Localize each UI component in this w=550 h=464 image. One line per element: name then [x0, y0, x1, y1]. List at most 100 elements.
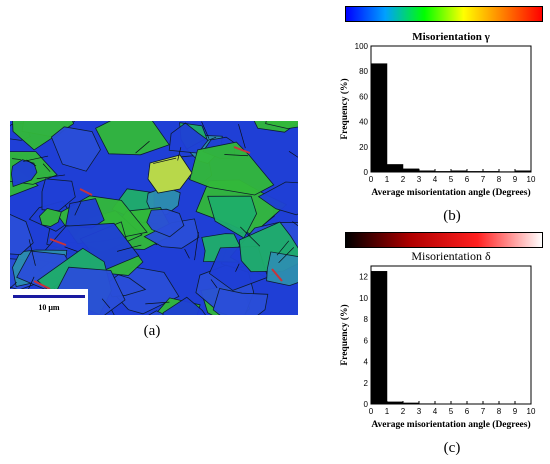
grain: [39, 207, 62, 227]
grain: [257, 181, 298, 216]
y-tick-label: 60: [359, 92, 368, 101]
grain-boundary: [224, 154, 249, 157]
scale-bar-background: [10, 289, 88, 315]
grain-boundary: [240, 226, 261, 247]
grain: [207, 195, 258, 239]
x-tick-label: 4: [433, 407, 438, 416]
grain: [265, 121, 298, 130]
grain-boundary: [194, 231, 199, 261]
y-tick-label: 100: [355, 42, 369, 51]
grain-boundary: [116, 244, 142, 252]
grain-boundary: [184, 248, 190, 259]
grain: [10, 159, 38, 188]
x-tick-label: 10: [527, 175, 536, 184]
grain-boundary: [64, 246, 78, 252]
chart-title: Misorientation γ: [412, 31, 490, 43]
grain: [266, 251, 298, 287]
x-tick-label: 9: [513, 175, 518, 184]
grain-boundary: [145, 301, 170, 305]
grain: [212, 288, 269, 315]
red-boundary: [49, 238, 67, 246]
red-boundary: [271, 268, 283, 282]
grain-boundary: [288, 151, 298, 158]
histogram-c: Misorientation δ0 1 2 3 4 5 6 7 8 9 10024681012Ave…: [339, 249, 536, 430]
x-axis-label: Average misorientation angle (Degrees): [371, 187, 530, 198]
grain-boundary: [101, 298, 111, 309]
x-tick-label: 5: [449, 175, 454, 184]
grain: [147, 154, 193, 194]
grain: [146, 208, 185, 238]
colorbar-c: [345, 232, 543, 248]
x-tick-label: 4: [433, 175, 438, 184]
histogram-bar-0: [370, 271, 388, 405]
grain-boundary: [28, 239, 36, 266]
x-tick-label: 3: [417, 407, 422, 416]
grain-boundary: [207, 136, 217, 141]
grain: [10, 214, 34, 256]
scale-bar: [13, 295, 85, 298]
y-tick-label: 6: [364, 336, 369, 345]
ebsd-orientation-map: 10 μm: [10, 121, 298, 315]
chart-title: Misorientation δ: [411, 249, 491, 263]
y-tick-label: 10: [359, 294, 368, 303]
x-tick-label: 3: [417, 175, 422, 184]
x-tick-label: 1: [385, 407, 390, 416]
grain: [189, 141, 275, 196]
grain-boundary: [135, 140, 150, 154]
grain: [41, 178, 76, 212]
y-axis-label: Frequency (%): [339, 78, 350, 139]
grain-boundary: [42, 163, 51, 172]
grain-boundary: [177, 147, 182, 161]
grain: [50, 126, 101, 172]
x-tick-label: 8: [497, 175, 502, 184]
grain-boundary: [26, 159, 37, 167]
y-axis-label: Frequency (%): [339, 304, 350, 365]
grain-boundary: [27, 276, 35, 292]
grain-boundary: [10, 281, 17, 289]
scale-bar-label: 10 μm: [38, 303, 60, 312]
y-tick-label: 2: [364, 379, 369, 388]
grain-boundary: [36, 174, 66, 180]
x-tick-label: 6: [465, 175, 470, 184]
histogram-bar-0: [370, 63, 388, 173]
y-tick-label: 40: [359, 118, 368, 127]
grain: [12, 121, 75, 151]
red-boundary: [79, 188, 93, 196]
red-boundary: [33, 280, 51, 290]
x-tick-label: 1: [385, 175, 390, 184]
x-tick-label: 6: [465, 407, 470, 416]
y-tick-label: 0: [364, 400, 369, 409]
x-tick-label: 7: [481, 407, 486, 416]
x-tick-label: 0: [369, 175, 374, 184]
grain-boundary: [201, 121, 210, 139]
x-tick-label: 2: [401, 175, 406, 184]
x-tick-label: 5: [449, 407, 454, 416]
plot-frame: [370, 45, 532, 173]
grain: [162, 296, 206, 315]
y-tick-label: 20: [359, 143, 368, 152]
grain-boundary: [74, 202, 82, 216]
histogram-b: Misorientation γ0 1 2 3 4 5 6 7 8 9 10020406080100…: [339, 31, 536, 198]
caption-c: (c): [443, 440, 461, 456]
grain-boundary: [210, 279, 218, 289]
x-tick-label: 10: [527, 407, 536, 416]
grain-boundary: [276, 240, 290, 256]
grain-boundary: [292, 221, 298, 227]
y-tick-label: 80: [359, 67, 368, 76]
x-tick-label: 9: [513, 407, 518, 416]
caption-a: (a): [143, 323, 161, 339]
plot-frame: [370, 265, 532, 405]
x-tick-label: 2: [401, 407, 406, 416]
colorbar-b: [345, 6, 543, 22]
y-tick-label: 0: [364, 168, 369, 177]
grain-boundary: [238, 123, 246, 149]
red-boundary: [233, 146, 251, 154]
x-tick-label: 7: [481, 175, 486, 184]
grain-boundary: [12, 158, 21, 160]
grain-boundary: [235, 263, 240, 272]
y-tick-label: 8: [364, 315, 369, 324]
grain-boundary: [278, 247, 295, 263]
y-tick-label: 4: [364, 358, 369, 367]
grain-boundary: [153, 157, 177, 164]
caption-b: (b): [443, 208, 461, 224]
